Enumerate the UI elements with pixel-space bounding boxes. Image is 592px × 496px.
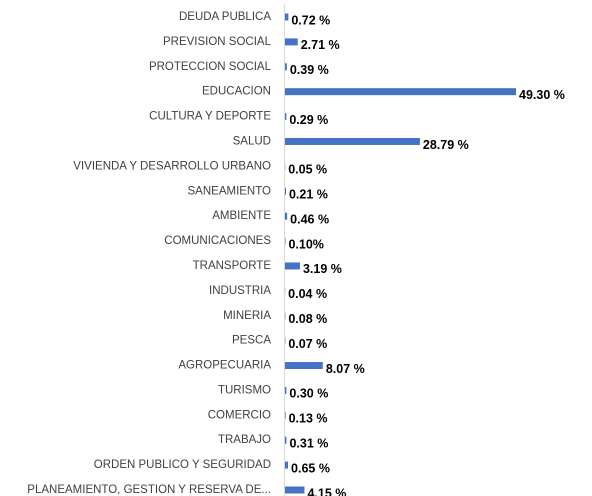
value-label: 8.07 % — [326, 362, 365, 376]
bar — [285, 262, 300, 270]
category-label: COMERCIO — [208, 409, 271, 421]
category-label: SALUD — [233, 136, 271, 148]
value-label: 0.13 % — [289, 412, 328, 426]
bar — [285, 436, 287, 444]
value-label: 0.05 % — [288, 163, 327, 177]
value-label: 28.79 % — [423, 138, 469, 152]
value-label: 0.21 % — [289, 188, 328, 202]
bar — [285, 88, 516, 96]
category-label: SANEAMIENTO — [188, 185, 272, 197]
bar — [285, 461, 289, 469]
value-label: 3.19 % — [303, 262, 342, 276]
value-label: 2.71 % — [301, 38, 340, 52]
category-label: MINERIA — [223, 310, 271, 322]
category-label: ORDEN PUBLICO Y SEGURIDAD — [94, 459, 271, 471]
category-label: PREVISION SOCIAL — [163, 36, 272, 48]
category-label: TRANSPORTE — [193, 260, 272, 272]
value-label: 0.72 % — [291, 13, 330, 27]
bar — [285, 411, 286, 419]
category-label: DEUDA PUBLICA — [179, 11, 271, 23]
bar — [285, 137, 420, 145]
category-label: PLANEAMIENTO, GESTION Y RESERVA DE... — [27, 484, 271, 496]
category-label: TURISMO — [218, 384, 271, 396]
value-label: 0.10% — [288, 237, 323, 251]
bar — [285, 212, 288, 220]
bar — [285, 362, 323, 370]
bar — [285, 486, 305, 494]
value-label: 0.29 % — [289, 113, 328, 127]
value-label: 49.30 % — [519, 88, 565, 102]
bar — [285, 187, 286, 195]
category-label: INDUSTRIA — [209, 285, 271, 297]
bar — [285, 38, 298, 46]
category-label: CULTURA Y DEPORTE — [149, 111, 271, 123]
value-label: 0.04 % — [288, 287, 327, 301]
category-label: AGROPECUARIA — [178, 360, 271, 372]
value-label: 0.46 % — [290, 212, 329, 226]
bar — [285, 386, 287, 394]
bar — [285, 63, 287, 71]
bar — [285, 113, 287, 121]
category-label: PROTECCION SOCIAL — [149, 61, 272, 73]
category-label: EDUCACION — [202, 86, 271, 98]
category-label: TRABAJO — [218, 434, 271, 446]
bar — [285, 13, 289, 21]
value-label: 0.65 % — [291, 461, 330, 475]
category-label: PESCA — [232, 335, 271, 347]
value-label: 4.15 % — [307, 486, 346, 496]
value-label: 0.30 % — [289, 387, 328, 401]
category-label: VIVIENDA Y DESARROLLO URBANO — [73, 160, 271, 172]
value-label: 0.08 % — [288, 312, 327, 326]
value-label: 0.31 % — [289, 437, 328, 451]
category-label: AMBIENTE — [212, 210, 271, 222]
value-label: 0.39 % — [290, 63, 329, 77]
value-label: 0.07 % — [288, 337, 327, 351]
category-label: COMUNICACIONES — [164, 235, 271, 247]
